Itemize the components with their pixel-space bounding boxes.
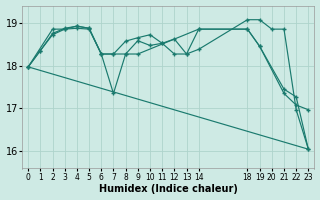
X-axis label: Humidex (Indice chaleur): Humidex (Indice chaleur) [99,184,238,194]
